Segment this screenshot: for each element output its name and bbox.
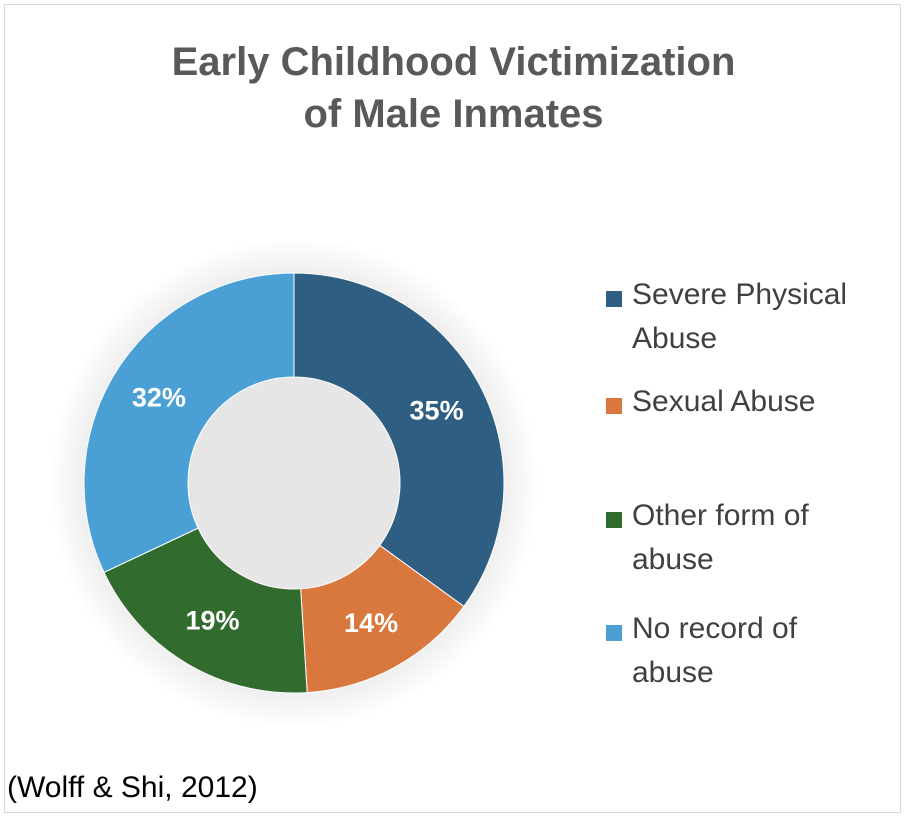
legend-label-line: Abuse [632, 322, 718, 355]
legend-label-line: Sexual Abuse [632, 385, 816, 418]
donut-labels: 35% 14% 19% 32% [132, 382, 464, 638]
data-label-other-form-of-abuse: 19% [186, 606, 240, 636]
legend-item-no-record-of-abuse: No record of abuse [606, 607, 876, 695]
legend-label-line: Severe Physical [632, 278, 848, 311]
chart-title-line-2: of Male Inmates [303, 92, 604, 136]
legend-label-line: abuse [632, 656, 714, 689]
data-label-no-record-of-abuse: 32% [132, 382, 186, 412]
legend-swatch-severe-physical-abuse [606, 291, 622, 307]
data-label-sexual-abuse: 14% [344, 608, 398, 638]
legend-label-line: abuse [632, 543, 714, 576]
donut-slice-sexual-abuse [300, 544, 465, 694]
donut-slice-severe-physical-abuse [293, 272, 505, 608]
data-label-severe-physical-abuse: 35% [410, 395, 464, 425]
legend-swatch-other-form-of-abuse [606, 512, 622, 528]
legend: Severe Physical Abuse Sexual Abuse Other… [588, 258, 888, 710]
donut-slice-no-record-of-abuse [83, 272, 295, 574]
donut-slice-other-form-of-abuse [103, 527, 308, 694]
legend-swatch-sexual-abuse [606, 398, 622, 414]
chart-title-line-1: Early Childhood Victimization [171, 40, 736, 84]
legend-label-line: No record of [632, 612, 798, 645]
chart-title: Early Childhood Victimization of Male In… [0, 36, 907, 140]
legend-swatch-no-record-of-abuse [606, 625, 622, 641]
citation: (Wolff & Shi, 2012) [7, 771, 258, 804]
chart-frame [4, 4, 901, 813]
donut-slices [83, 272, 505, 694]
legend-label-line: Other form of [632, 499, 809, 532]
legend-item-severe-physical-abuse: Severe Physical Abuse [606, 273, 876, 361]
legend-item-other-form-of-abuse: Other form of abuse [606, 494, 876, 582]
legend-item-sexual-abuse: Sexual Abuse [606, 380, 876, 424]
